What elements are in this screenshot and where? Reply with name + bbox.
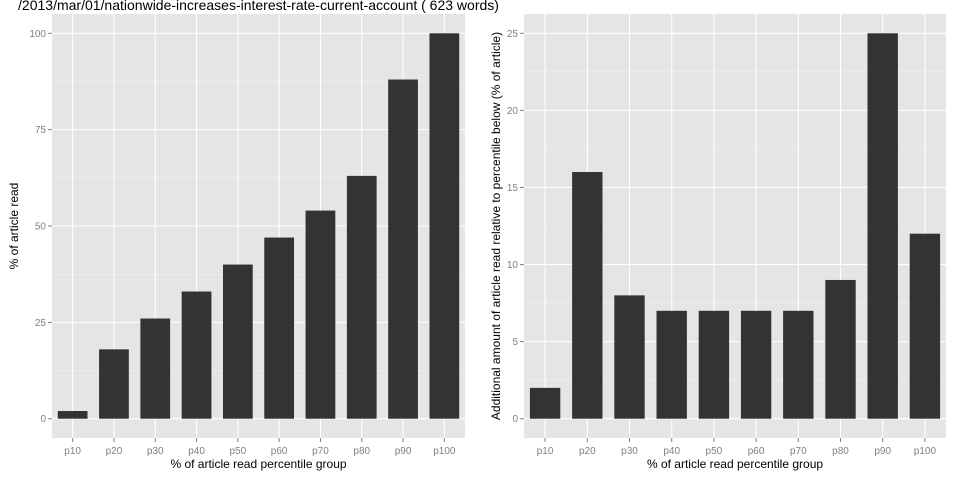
left-bar-p70 [305, 210, 336, 419]
right-bar-p40 [656, 310, 687, 419]
left-bar-p90 [388, 79, 418, 419]
right-x-tick-label-p70: p70 [790, 446, 807, 457]
right-chart-panel: 0 5 10 15 20 25 p10 p20 p30 p40 p50 p60 p70 p80 p90 p10… [489, 14, 946, 471]
left-x-tick-label-p10: p10 [64, 446, 81, 457]
left-x-tick-label-p50: p50 [230, 446, 247, 457]
right-x-tick-label-p10: p10 [537, 446, 554, 457]
left-bar-p100 [429, 33, 460, 419]
right-bar-p80 [825, 279, 856, 419]
right-bar-p60 [740, 310, 772, 419]
left-x-tick-label-p20: p20 [106, 446, 123, 457]
left-chart-title: /2013/mar/01/nationwide-increases-intere… [18, 0, 499, 13]
left-y-axis-title: % of article read [7, 183, 21, 270]
right-x-tick-label-p60: p60 [748, 446, 765, 457]
right-bar-p30 [614, 295, 645, 419]
left-bar-p10 [57, 411, 88, 419]
left-chart-panel: 0 25 50 75 100 p10 p20 p30 p40 p50 p60 p70 p80 p90 p10… [7, 14, 465, 471]
right-bar-p100 [909, 233, 941, 419]
right-x-tick-label-p80: p80 [832, 446, 849, 457]
left-bar-p50 [222, 264, 253, 419]
right-x-tick-label-p100: p100 [914, 446, 937, 457]
left-y-tick-label: 100 [29, 29, 46, 40]
right-bar-p50 [698, 310, 730, 419]
left-x-tick-label-p30: p30 [147, 446, 164, 457]
right-bar-p20 [572, 172, 603, 419]
left-y-tick-label: 0 [40, 414, 46, 425]
right-y-axis-title: Additional amount of article read relati… [489, 32, 503, 420]
right-bar-p90 [867, 33, 898, 419]
right-bar-p70 [783, 310, 814, 419]
right-x-tick-label-p90: p90 [874, 446, 891, 457]
left-x-tick-label-p60: p60 [271, 446, 288, 457]
left-bar-p30 [140, 318, 171, 419]
right-y-tick-label: 20 [507, 106, 519, 117]
left-bar-p60 [264, 237, 295, 419]
left-y-tick-label: 75 [35, 125, 47, 136]
right-x-tick-label-p50: p50 [706, 446, 723, 457]
left-x-tick-label-p70: p70 [312, 446, 329, 457]
right-x-axis-title: % of article read percentile group [647, 457, 823, 471]
left-x-tick-label-p90: p90 [395, 446, 412, 457]
right-x-tick-label-p20: p20 [579, 446, 596, 457]
left-y-tick-label: 50 [35, 222, 47, 233]
left-x-tick-label-p100: p100 [433, 446, 456, 457]
right-y-tick-label: 5 [512, 337, 518, 348]
right-y-tick-label: 25 [507, 29, 519, 40]
right-y-tick-label: 0 [512, 414, 518, 425]
right-y-tick-label: 10 [507, 260, 519, 271]
left-x-tick-label-p80: p80 [353, 446, 370, 457]
left-bar-p20 [99, 349, 129, 419]
left-x-tick-label-p40: p40 [188, 446, 205, 457]
right-bar-p10 [529, 387, 561, 419]
left-bar-p80 [346, 175, 377, 419]
right-x-tick-label-p30: p30 [621, 446, 638, 457]
left-bar-p40 [181, 291, 212, 419]
left-y-tick-label: 25 [35, 318, 47, 329]
right-x-tick-label-p40: p40 [663, 446, 680, 457]
left-x-axis-title: % of article read percentile group [170, 457, 346, 471]
right-y-tick-label: 15 [507, 183, 519, 194]
